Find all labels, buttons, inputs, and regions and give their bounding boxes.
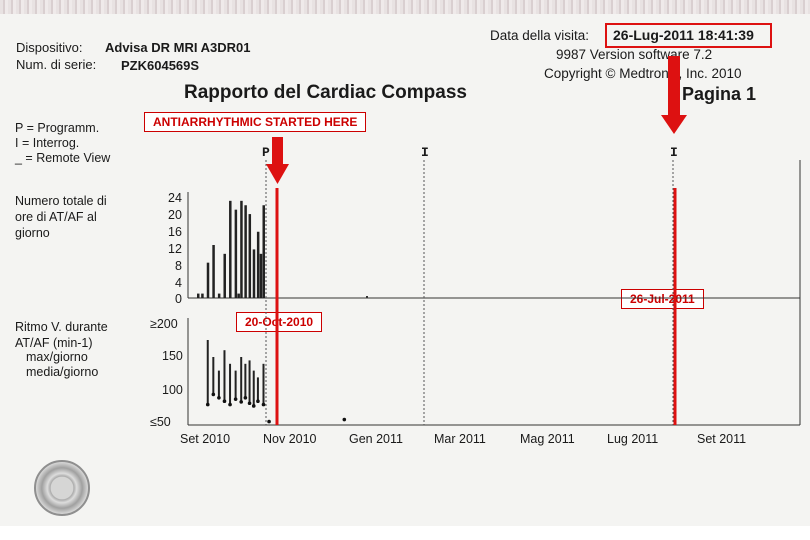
serial-value: PZK604569S bbox=[121, 58, 200, 73]
serial-label: Num. di serie: bbox=[16, 57, 97, 72]
chart1-bar bbox=[212, 245, 215, 298]
chart2-ytick: ≤50 bbox=[150, 415, 171, 429]
chart1-bar bbox=[262, 205, 265, 298]
chart2-legend-max: max/giorno bbox=[26, 350, 88, 364]
visit-highlight-box bbox=[605, 23, 772, 48]
copyright-line: Copyright © Medtronic, Inc. 2010 bbox=[544, 66, 742, 81]
x-tick-label: Set 2011 bbox=[697, 432, 747, 446]
chart1-bar bbox=[256, 231, 260, 298]
x-tick-label: Gen 2011 bbox=[349, 432, 403, 446]
chart1-ytick: 0 bbox=[175, 292, 182, 306]
chart2-ylabel: Ritmo V. durante AT/AF (min-1) bbox=[15, 320, 108, 350]
chart2-ytick: 100 bbox=[162, 383, 183, 397]
chart1-ylabel: Numero totale di ore di AT/AF al giorno bbox=[15, 194, 107, 240]
chart1-bar bbox=[217, 293, 221, 298]
legend-interrog: I = Interrog. bbox=[15, 136, 80, 150]
visit-label: Data della visita: bbox=[490, 28, 590, 43]
antiarrhythmic-arrow bbox=[266, 137, 289, 184]
chart1-bar bbox=[234, 209, 238, 298]
chart2-mean-point bbox=[243, 396, 248, 400]
device-label: Dispositivo: bbox=[16, 40, 83, 55]
device-value: Advisa DR MRI A3DR01 bbox=[105, 40, 251, 55]
marker-programm: P bbox=[262, 145, 270, 160]
chart2-mean-point bbox=[267, 419, 271, 424]
chart1-ytick: 12 bbox=[168, 242, 182, 256]
chart2-mean-point bbox=[233, 397, 238, 401]
chart1-bar bbox=[252, 249, 256, 298]
chart1-bar bbox=[229, 200, 232, 298]
chart2-ytick: ≥200 bbox=[150, 317, 178, 331]
chart2-ytick: 150 bbox=[162, 349, 183, 363]
chart2-mean-point bbox=[256, 399, 260, 404]
page-number: Pagina 1 bbox=[682, 84, 757, 104]
chart2-mean-point bbox=[239, 400, 243, 404]
chart2-marks bbox=[205, 340, 347, 424]
chart1-ytick: 8 bbox=[175, 259, 182, 273]
chart2-mean-point bbox=[247, 401, 252, 406]
report-title: Rapporto del Cardiac Compass bbox=[184, 82, 467, 103]
chart1-bar bbox=[206, 262, 210, 298]
top-scan-strip bbox=[0, 0, 810, 16]
chart1-bar bbox=[240, 200, 243, 298]
chart2-mean-point bbox=[228, 402, 232, 407]
chart2-mean-point bbox=[222, 399, 227, 404]
jul-date-callout: 26-Jul-2011 bbox=[621, 289, 704, 309]
visit-value: 26-Lug-2011 18:41:39 bbox=[613, 27, 754, 43]
chart1-ytick: 16 bbox=[168, 225, 182, 239]
chart1-ytick: 4 bbox=[175, 276, 182, 290]
chart1-bar bbox=[244, 205, 247, 298]
marker-interrog-2: I bbox=[670, 145, 678, 160]
chart2-mean-point bbox=[342, 417, 347, 422]
chart1-bar bbox=[248, 214, 252, 298]
legend-programm: P = Programm. bbox=[15, 121, 100, 135]
chart1-bar bbox=[259, 253, 263, 298]
chart1-bar bbox=[197, 293, 200, 298]
chart2-mean-point bbox=[217, 396, 221, 400]
x-tick-label: Nov 2010 bbox=[263, 432, 317, 446]
chart2-mean-point bbox=[211, 392, 216, 397]
oct-date-callout: 20-Oct-2010 bbox=[236, 312, 323, 332]
antiarrhythmic-callout: ANTIARRHYTHMIC STARTED HERE bbox=[144, 112, 367, 132]
x-tick-label: Set 2010 bbox=[180, 432, 231, 446]
chart1-ytick: 24 bbox=[168, 191, 182, 205]
chart2-mean-point bbox=[261, 402, 266, 407]
chart1-bars bbox=[197, 200, 265, 298]
chart2-mean-point bbox=[205, 402, 210, 407]
legend-remote-view: _ = Remote View bbox=[15, 151, 111, 165]
marker-interrog-1: I bbox=[421, 145, 429, 160]
chart2-mean-point bbox=[251, 404, 256, 408]
chart1-bar bbox=[223, 253, 226, 298]
chart1-bar bbox=[201, 293, 204, 298]
x-tick-label: Lug 2011 bbox=[607, 432, 659, 446]
seal-stamp bbox=[34, 460, 90, 516]
x-tick-label: Mar 2011 bbox=[434, 432, 486, 446]
chart1-bar bbox=[237, 293, 240, 298]
visit-date-arrow bbox=[661, 56, 687, 134]
chart2-legend-mean: media/giorno bbox=[26, 365, 99, 379]
chart1-ytick: 20 bbox=[168, 208, 182, 222]
x-tick-label: Mag 2011 bbox=[520, 432, 575, 446]
